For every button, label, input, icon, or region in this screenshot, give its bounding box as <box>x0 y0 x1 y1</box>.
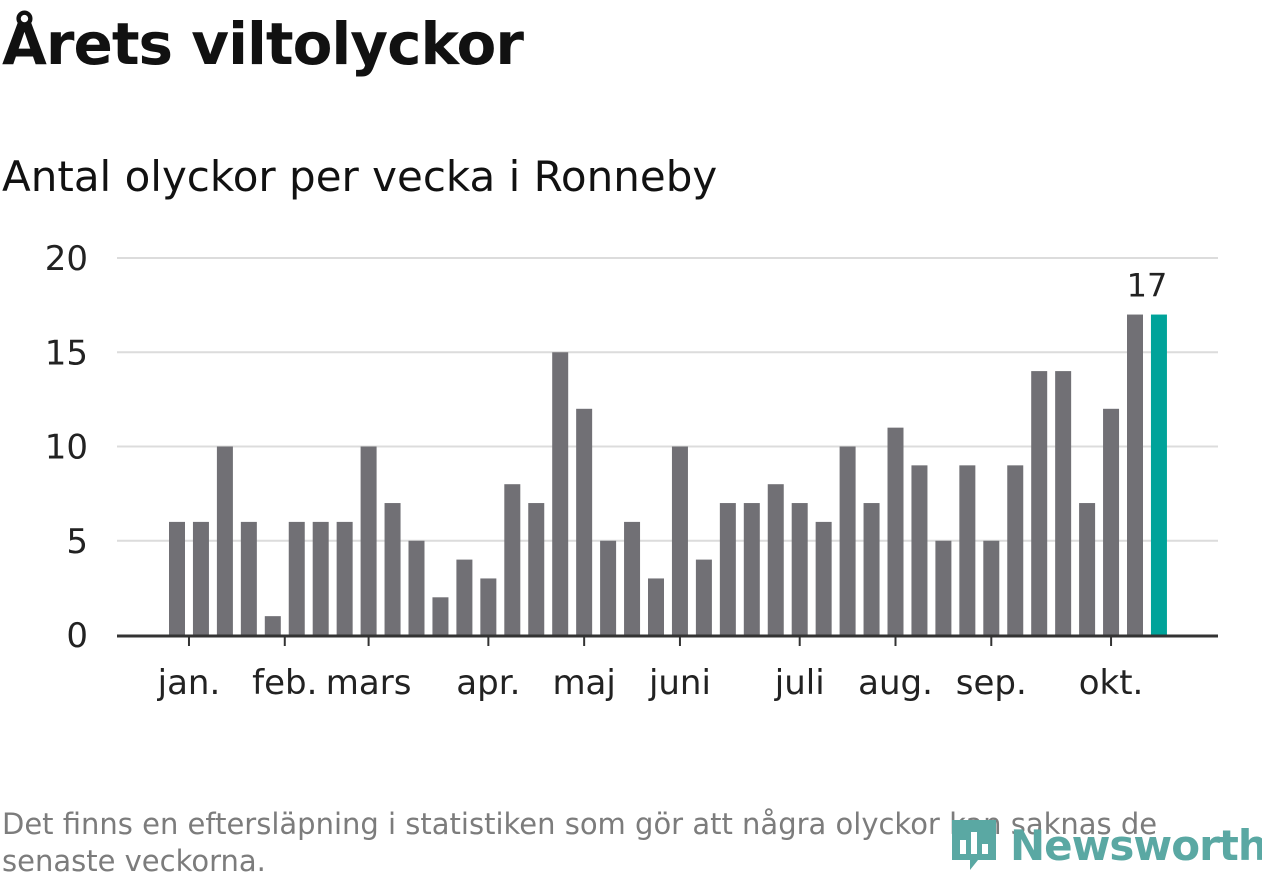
bar <box>624 521 641 635</box>
bar <box>911 465 928 635</box>
bar <box>719 503 736 635</box>
bar <box>336 521 353 635</box>
bar <box>169 521 185 635</box>
x-axis-labels: jan. feb. mars apr. maj juni juli aug. sep. okt. <box>157 663 1144 703</box>
grid-lines <box>117 257 1218 542</box>
y-tick-label: 15 <box>45 333 88 373</box>
x-tick-label: aug. <box>858 663 933 703</box>
x-axis <box>117 634 1218 646</box>
newsworthy-logo: Newsworthy <box>948 816 1262 874</box>
y-tick-label: 0 <box>66 616 88 656</box>
y-tick-label: 10 <box>45 428 88 468</box>
highlight-data-label: 17 <box>1127 267 1168 305</box>
bar <box>528 503 545 635</box>
bar <box>240 521 257 635</box>
bar <box>480 578 497 635</box>
chart-title: Årets viltolyckor <box>2 10 524 78</box>
bar <box>863 503 880 635</box>
bar <box>504 484 521 635</box>
x-tick-label: feb. <box>252 663 317 703</box>
bar <box>983 540 1000 635</box>
bar <box>1127 314 1143 635</box>
highlight-bar <box>1150 314 1167 635</box>
bar <box>887 427 904 635</box>
x-tick-label: juni <box>648 663 711 703</box>
bar <box>360 446 377 635</box>
bar <box>456 559 473 635</box>
bar <box>384 503 401 635</box>
x-tick-label: okt. <box>1079 663 1144 703</box>
bar <box>1079 503 1096 635</box>
bar <box>767 484 784 635</box>
bar <box>959 465 976 635</box>
bar <box>576 408 593 635</box>
bar <box>671 446 688 635</box>
x-tick-label: jan. <box>157 663 221 703</box>
bar <box>432 597 449 635</box>
bar <box>312 521 329 635</box>
bar <box>1007 465 1024 635</box>
bar <box>552 352 569 635</box>
bar <box>192 521 209 635</box>
x-tick-label: juli <box>774 663 825 703</box>
bar <box>791 503 808 635</box>
bar <box>288 521 305 635</box>
x-tick-label: sep. <box>956 663 1027 703</box>
bar <box>648 578 664 635</box>
bar <box>600 540 617 635</box>
chart-subtitle: Antal olyckor per vecka i Ronneby <box>2 152 718 201</box>
bars <box>169 314 1167 635</box>
x-tick-label: maj <box>552 663 615 703</box>
bar <box>1103 408 1120 635</box>
x-tick-label: mars <box>326 663 412 703</box>
bar <box>695 559 712 635</box>
data-labels: 17 <box>1127 267 1168 305</box>
bar <box>408 540 425 635</box>
newsworthy-logo-icon <box>952 820 996 870</box>
bar <box>743 503 760 635</box>
bar <box>216 446 233 635</box>
bar <box>264 616 281 635</box>
x-tick-label: apr. <box>456 663 520 703</box>
bar <box>1055 371 1072 635</box>
y-tick-label: 20 <box>45 239 88 279</box>
newsworthy-logo-text: Newsworthy <box>1010 820 1262 870</box>
bar <box>1031 371 1048 635</box>
bar <box>935 540 952 635</box>
y-axis-labels: 0 5 10 15 20 <box>45 239 88 656</box>
bar <box>839 446 856 635</box>
y-tick-label: 5 <box>66 522 88 562</box>
bar <box>815 521 832 635</box>
